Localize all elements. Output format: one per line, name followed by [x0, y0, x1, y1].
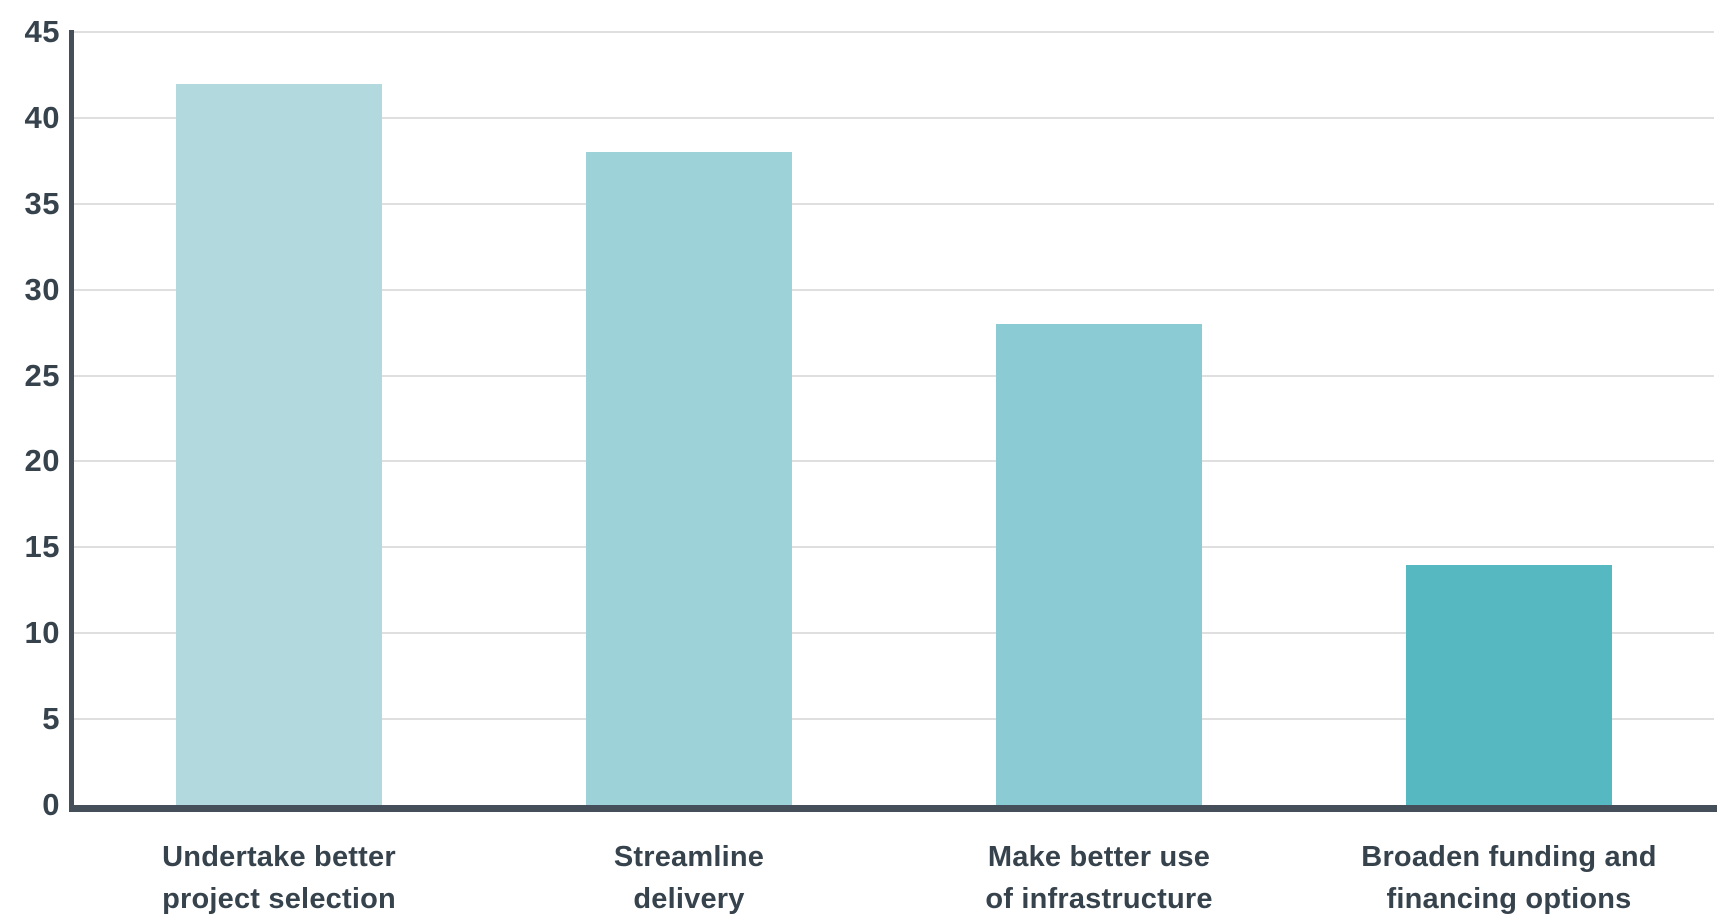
- gridline-y-30: [74, 288, 1714, 291]
- x-axis-category-labels: Undertake better project selection Stream…: [74, 836, 1714, 920]
- bars: [74, 32, 1714, 805]
- bar-slot-0: [74, 32, 484, 805]
- y-axis-tick-labels: 0 5 10 15 20 25 30 35 40 45: [0, 0, 60, 924]
- bar-0: [176, 83, 382, 805]
- gridline-y-15: [74, 546, 1714, 549]
- plot-area: [74, 31, 1714, 805]
- gridline-y-40: [74, 116, 1714, 119]
- x-axis-line: [69, 805, 1717, 812]
- gridline-y-5: [74, 718, 1714, 721]
- bar-2: [996, 324, 1202, 805]
- x-category-label-2: Make better use of infrastructure: [985, 841, 1213, 915]
- bar-slot-1: [484, 32, 894, 805]
- x-category-label-0: Undertake better project selection: [162, 841, 396, 915]
- y-tick-label-15: 15: [24, 529, 60, 565]
- y-axis-line: [69, 30, 74, 812]
- x-category-label-1: Streamline delivery: [613, 841, 765, 915]
- y-tick-label-0: 0: [42, 787, 60, 822]
- bar-slot-3: [1304, 32, 1714, 805]
- y-tick-label-45: 45: [24, 14, 60, 49]
- gridline-y-20: [74, 460, 1714, 463]
- gridline-y-10: [74, 632, 1714, 635]
- x-category-label-3: Broaden funding and financing options: [1361, 841, 1657, 915]
- y-tick-label-5: 5: [42, 701, 60, 737]
- gridline-y-45: [74, 31, 1714, 33]
- bar-3: [1406, 564, 1612, 805]
- y-tick-label-20: 20: [24, 443, 60, 479]
- y-tick-label-35: 35: [24, 185, 60, 221]
- gridline-y-35: [74, 202, 1714, 205]
- y-tick-label-25: 25: [24, 357, 60, 393]
- bar-1: [586, 152, 792, 805]
- gridline-y-25: [74, 374, 1714, 377]
- y-tick-label-30: 30: [24, 271, 60, 307]
- bar-slot-2: [894, 32, 1304, 805]
- y-tick-label-40: 40: [24, 99, 60, 135]
- y-tick-label-10: 10: [24, 615, 60, 651]
